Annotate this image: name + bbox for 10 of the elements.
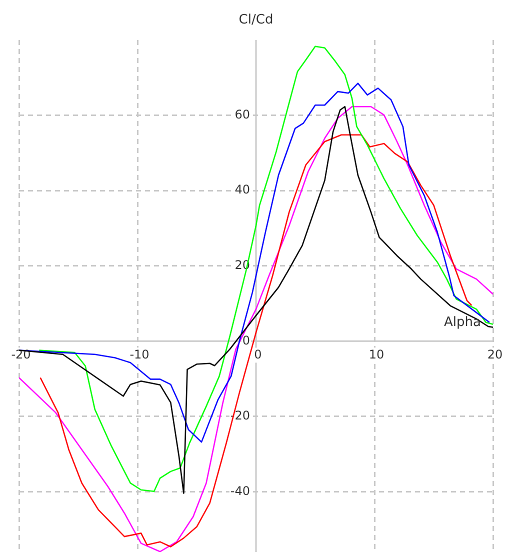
x-axis-title: Alpha [444, 315, 481, 330]
x-tick-label: 20 [487, 347, 503, 362]
y-tick-label: 0 [242, 333, 250, 348]
x-tick-label: 0 [254, 347, 262, 362]
x-tick-label: 10 [368, 347, 384, 362]
y-tick-label: 40 [234, 182, 250, 197]
y-axis-title: Cl/Cd [238, 12, 274, 28]
y-tick-label: 60 [234, 107, 250, 122]
x-tick-label: -10 [130, 347, 150, 362]
y-tick-label: -40 [230, 484, 250, 498]
